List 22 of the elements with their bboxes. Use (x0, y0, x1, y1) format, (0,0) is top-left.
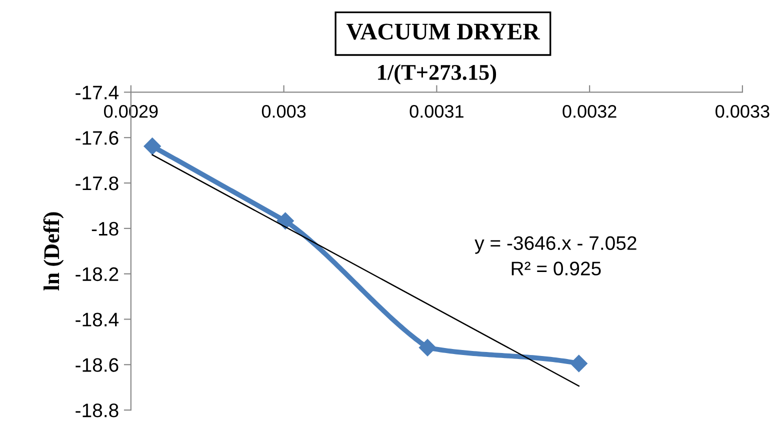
y-tick-label: -17.8 (76, 176, 118, 190)
point (144, 138, 161, 155)
y-tick-label: -17.6 (76, 131, 118, 145)
y-tick-label: -18.2 (76, 267, 118, 282)
y-tick-label: -18.8 (76, 404, 118, 418)
annotation: R² = 0.925 (512, 262, 601, 276)
x-tick-label: 0.0031 (410, 105, 464, 118)
annotation: y = -3646.x - 7.052 (474, 236, 636, 254)
y-tick-label: -18.4 (76, 312, 119, 326)
y-tick-label: -18 (92, 222, 118, 236)
point (418, 339, 436, 356)
y-axis-title: ln (Deff) (43, 212, 64, 290)
x-tick-label: 0.0032 (562, 105, 616, 118)
point (276, 212, 294, 230)
y-tick-label: -18.6 (76, 358, 118, 372)
x-tick-label: 0.003 (262, 105, 306, 118)
chart-title: VACUUM DRYER (346, 24, 540, 40)
y-tick-label: -17.4 (76, 86, 119, 100)
point (570, 354, 588, 372)
x-axis-title: 1/(T+273.15) (378, 64, 496, 84)
x-tick-label: 0.0033 (716, 105, 770, 118)
x-tick-label: 0.0029 (104, 105, 158, 118)
